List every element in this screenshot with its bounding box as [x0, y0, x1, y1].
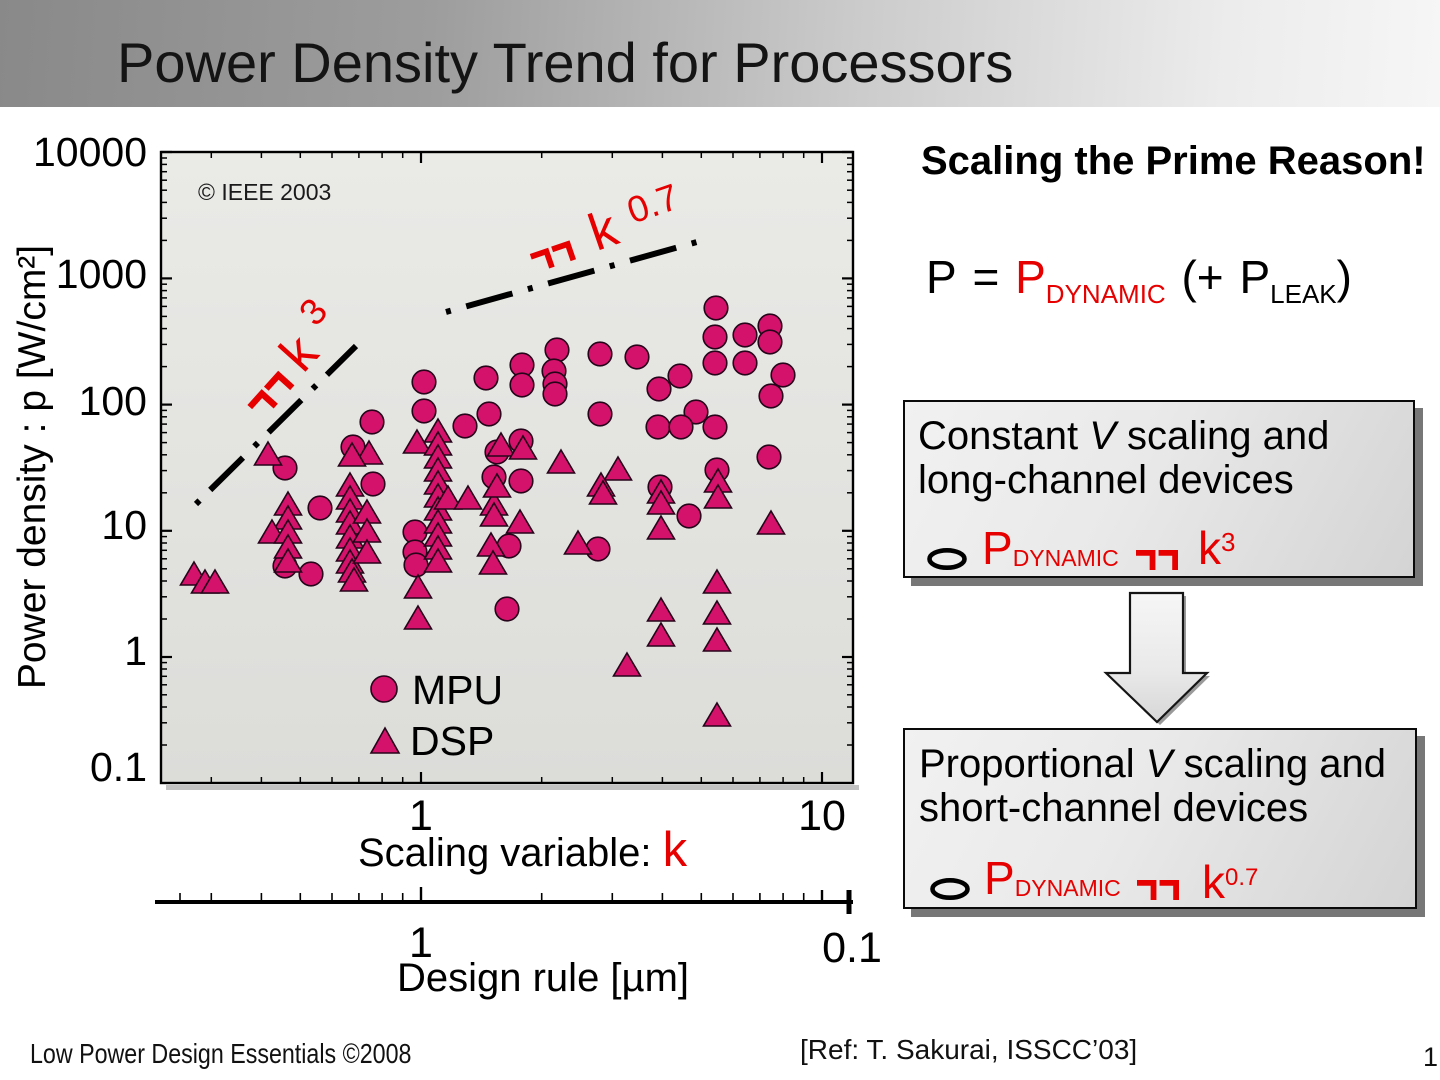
- svg-text:0.1: 0.1: [90, 744, 147, 790]
- svg-text:Power density : p [W/cm²]: Power density : p [W/cm²]: [11, 245, 54, 689]
- svg-text:DSP: DSP: [410, 718, 494, 764]
- svg-text:MPU: MPU: [412, 667, 503, 713]
- svg-text:© IEEE 2003: © IEEE 2003: [198, 179, 331, 205]
- svg-text:10: 10: [798, 792, 846, 840]
- svg-text:1: 1: [124, 628, 147, 674]
- svg-text:100: 100: [79, 378, 147, 424]
- svg-text:Scaling variable: k: Scaling variable: k: [358, 823, 688, 877]
- svg-text:10000: 10000: [33, 129, 147, 175]
- svg-text:1000: 1000: [56, 251, 147, 297]
- svg-text:1: 1: [409, 919, 433, 967]
- svg-text:Design rule [µm]: Design rule [µm]: [397, 956, 689, 1000]
- svg-text:0.1: 0.1: [822, 924, 880, 972]
- svg-text:1: 1: [409, 792, 433, 840]
- svg-text:10: 10: [101, 502, 147, 548]
